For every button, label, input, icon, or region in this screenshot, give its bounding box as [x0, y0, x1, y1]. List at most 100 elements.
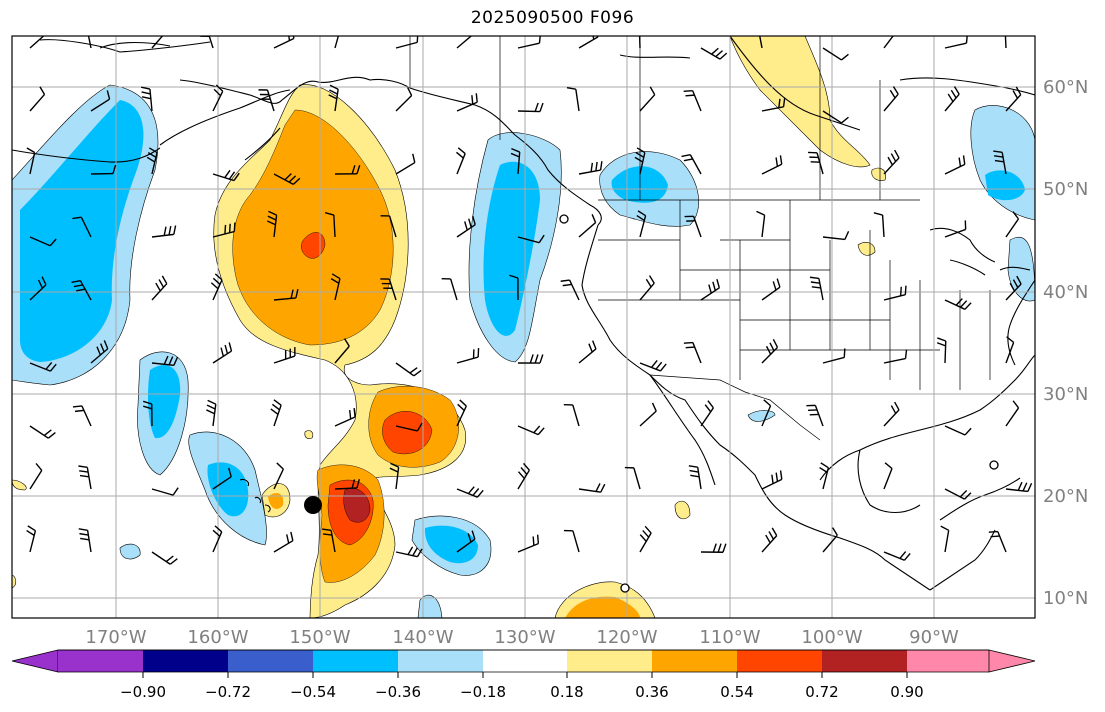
wind-barb-flag: [708, 284, 712, 294]
coast-alaska: [12, 39, 411, 163]
neg-region-gulf: [1007, 236, 1035, 302]
wind-barb-staff: [761, 535, 778, 553]
wind-barb-staff: [395, 425, 418, 432]
wind-barb-flag: [685, 346, 695, 349]
wind-barb-flag: [562, 283, 572, 287]
pos-region-mid-max: [382, 411, 433, 455]
wind-barb-staff: [86, 530, 92, 553]
wind-barb-staff: [151, 488, 174, 496]
wind-barb-staff: [883, 551, 905, 561]
wind-barb-staff: [761, 106, 784, 112]
small-circle-marker: [559, 214, 569, 224]
wind-barb-flag: [78, 465, 88, 469]
neg-region-sub1-core: [147, 364, 181, 439]
wind-barb-flag: [74, 409, 84, 413]
wind-barb-staff: [151, 551, 171, 565]
wind-barb-flag: [43, 429, 52, 437]
wind-barb-staff: [80, 216, 92, 238]
wind-barb-staff: [883, 357, 906, 364]
wind-barb-staff: [944, 228, 966, 238]
wind-barb-staff: [29, 425, 49, 439]
wind-barb-staff: [883, 93, 899, 112]
wind-barb-flag: [407, 546, 414, 555]
wind-barb-flag: [472, 488, 480, 496]
wind-barb-flag: [517, 471, 525, 479]
wind-barb-flag: [143, 405, 153, 410]
wind-barb-staff: [944, 340, 947, 364]
wind-barb-flag: [49, 363, 57, 372]
wind-barb-flag: [140, 86, 151, 90]
wind-barb-flag: [950, 89, 957, 99]
wind-barb-staff: [212, 350, 232, 364]
coast-great-lakes: [929, 227, 1031, 276]
border-us-states: [598, 200, 991, 390]
coast-us-west: [581, 224, 931, 591]
wind-barb-flag: [779, 470, 783, 480]
wind-barb-flag: [778, 98, 781, 108]
wind-barb-flag: [324, 212, 335, 216]
wind-barb-flag: [41, 36, 44, 37]
wind-barb-flag: [79, 532, 89, 536]
wind-barb-staff: [395, 362, 415, 377]
wind-barb-staff: [29, 236, 51, 247]
wind-barb-flag: [406, 87, 413, 96]
wind-barb-flag: [958, 157, 962, 167]
wind-barb-flag: [776, 278, 781, 288]
wind-barb-flag: [533, 425, 541, 434]
wind-barb-flag: [1012, 400, 1020, 409]
wind-barb-flag: [1012, 211, 1020, 220]
wind-barb-flag: [809, 276, 819, 280]
wind-barb-staff: [456, 101, 478, 112]
wind-barb-staff: [79, 280, 92, 301]
wind-barb-flag: [27, 525, 36, 532]
wind-barb-flag: [331, 273, 341, 280]
pos-region-gulf-alaska-core: [232, 109, 394, 346]
wind-barb-flag: [873, 212, 883, 216]
wind-barb-staff: [456, 356, 479, 364]
wind-barb-flag: [716, 278, 720, 289]
wind-barb-flag: [683, 341, 693, 344]
wind-barb-flag: [711, 47, 719, 55]
wind-barb-flag: [522, 462, 530, 471]
pos-region-hudson-core: [760, 55, 779, 80]
wind-barb-staff: [1001, 152, 1007, 175]
coast-hudson: [619, 36, 861, 131]
wind-barb-flag: [288, 175, 297, 183]
wind-barb-flag: [600, 483, 606, 493]
wind-barb-flag: [779, 155, 783, 165]
lon-tick-labels: 170°W 160°W 150°W 140°W 130°W 120°W 110°…: [85, 627, 959, 648]
gridlines: [12, 36, 1035, 618]
lat-label: 60°N: [1043, 77, 1088, 98]
wind-barb-flag: [158, 279, 165, 288]
wind-barb-staff: [639, 362, 661, 372]
wind-barb-flag: [712, 543, 717, 553]
wind-barb-flag: [273, 399, 282, 406]
lon-label: 90°W: [909, 627, 959, 648]
wind-barb-flag: [224, 344, 229, 354]
large-dot-marker: [304, 496, 322, 514]
wind-barb-staff: [578, 488, 601, 493]
wind-barb-staff: [997, 531, 1007, 553]
pos-region-small-1-core: [268, 493, 284, 509]
colorbar: −0.90 −0.72 −0.54 −0.36 −0.18 0.18 0.36 …: [11, 649, 1036, 701]
wind-barb-flag: [756, 210, 765, 216]
wind-barb-flag: [207, 399, 217, 405]
colorbar-tick-label: 0.72: [805, 683, 838, 701]
lon-label: 130°W: [494, 627, 555, 648]
wind-barb-staff: [273, 468, 285, 490]
wind-barb-flag: [290, 531, 294, 541]
wind-barb-flag: [168, 356, 174, 366]
wind-barb-flag: [595, 161, 598, 172]
wind-barb-staff: [761, 478, 783, 490]
wind-barb-flag: [964, 492, 972, 500]
wind-barb-staff: [334, 487, 358, 490]
wind-barb-flag: [72, 405, 82, 408]
wind-barb-flag: [351, 165, 356, 175]
wind-barb-staff: [395, 41, 418, 49]
wind-barb-flag: [940, 525, 950, 531]
neg-region-west-core: [20, 100, 144, 362]
wind-barb-flag: [599, 161, 603, 171]
wind-barb-flag: [988, 530, 998, 533]
wind-barb-staff: [333, 214, 336, 238]
wind-barb-staff: [759, 36, 763, 49]
